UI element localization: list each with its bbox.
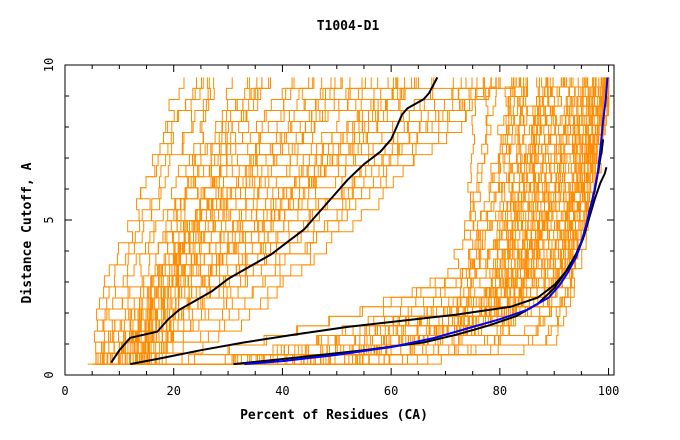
- best-model-line: [244, 77, 609, 366]
- poor-model-curve-41: [94, 77, 473, 365]
- poor-model-curve-49: [140, 77, 293, 365]
- poor-model-curve-28: [103, 77, 210, 365]
- model-curves-bundle: [87, 77, 610, 365]
- good-model-curve-63: [157, 77, 610, 365]
- poor-model-curve-37: [127, 77, 270, 365]
- x-tick-label: 20: [166, 384, 180, 398]
- axis-ticks: 0 20 40 60 80 100 0 5 10: [42, 58, 619, 398]
- y-tick-label: 0: [42, 371, 56, 378]
- x-tick-label: 80: [493, 384, 507, 398]
- chart-title: T1004-D1: [317, 19, 380, 34]
- y-tick-label: 10: [42, 58, 56, 72]
- poor-model-curve-53: [145, 77, 435, 365]
- y-tick-label: 5: [42, 216, 56, 223]
- x-axis-label: Percent of Residues (CA): [240, 408, 428, 423]
- good-model-curve-69: [174, 77, 523, 365]
- poor-model-curve-54: [133, 77, 497, 365]
- poor-model-curve-17: [116, 77, 500, 365]
- good-model-curve-65: [169, 77, 525, 365]
- good-model-curve-43: [301, 77, 570, 365]
- poor-model-curve-7: [95, 77, 202, 365]
- good-model-curve-42: [268, 77, 595, 365]
- x-tick-label: 0: [61, 384, 68, 398]
- good-model-curve-67: [324, 77, 549, 365]
- highlighted-series: [110, 76, 609, 366]
- poor-model-curve-44: [141, 77, 454, 365]
- reference-model-line-0: [110, 76, 439, 364]
- poor-model-curve-50: [140, 77, 484, 365]
- good-model-curve-62: [278, 77, 485, 365]
- poor-model-curve-16: [95, 77, 258, 365]
- x-tick-label: 100: [598, 384, 620, 398]
- y-axis-label: Distance Cutoff, A: [20, 162, 35, 303]
- x-tick-label: 40: [275, 384, 289, 398]
- poor-model-curve-51: [111, 77, 271, 365]
- poor-model-curve-52: [109, 77, 413, 365]
- x-tick-label: 60: [384, 384, 398, 398]
